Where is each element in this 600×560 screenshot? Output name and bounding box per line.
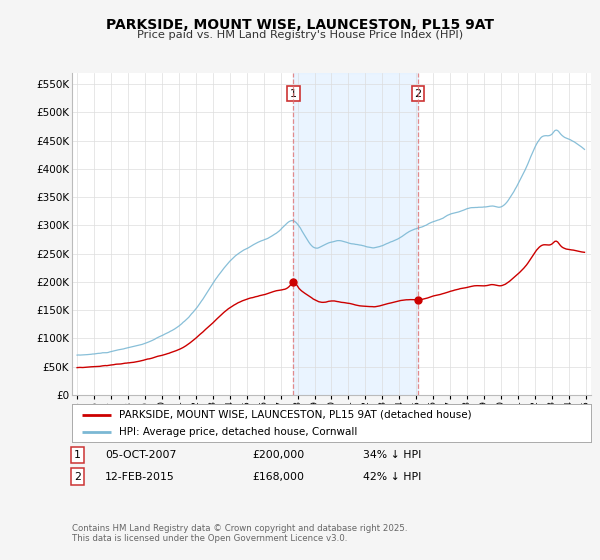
Text: PARKSIDE, MOUNT WISE, LAUNCESTON, PL15 9AT (detached house): PARKSIDE, MOUNT WISE, LAUNCESTON, PL15 9…: [119, 409, 472, 419]
Text: HPI: Average price, detached house, Cornwall: HPI: Average price, detached house, Corn…: [119, 427, 357, 437]
Text: Contains HM Land Registry data © Crown copyright and database right 2025.
This d: Contains HM Land Registry data © Crown c…: [72, 524, 407, 543]
Bar: [293, 73, 418, 395]
Text: 1: 1: [290, 88, 297, 99]
Text: 34% ↓ HPI: 34% ↓ HPI: [363, 450, 421, 460]
Text: 05-OCT-2007: 05-OCT-2007: [105, 450, 176, 460]
Text: PARKSIDE, MOUNT WISE, LAUNCESTON, PL15 9AT: PARKSIDE, MOUNT WISE, LAUNCESTON, PL15 9…: [106, 18, 494, 32]
Text: 2: 2: [74, 472, 80, 482]
Text: 42% ↓ HPI: 42% ↓ HPI: [363, 472, 421, 482]
Text: 12-FEB-2015: 12-FEB-2015: [105, 472, 175, 482]
Text: Price paid vs. HM Land Registry's House Price Index (HPI): Price paid vs. HM Land Registry's House …: [137, 30, 463, 40]
Text: £168,000: £168,000: [252, 472, 304, 482]
Text: 2: 2: [415, 88, 422, 99]
Text: 1: 1: [74, 450, 80, 460]
Text: £200,000: £200,000: [252, 450, 304, 460]
